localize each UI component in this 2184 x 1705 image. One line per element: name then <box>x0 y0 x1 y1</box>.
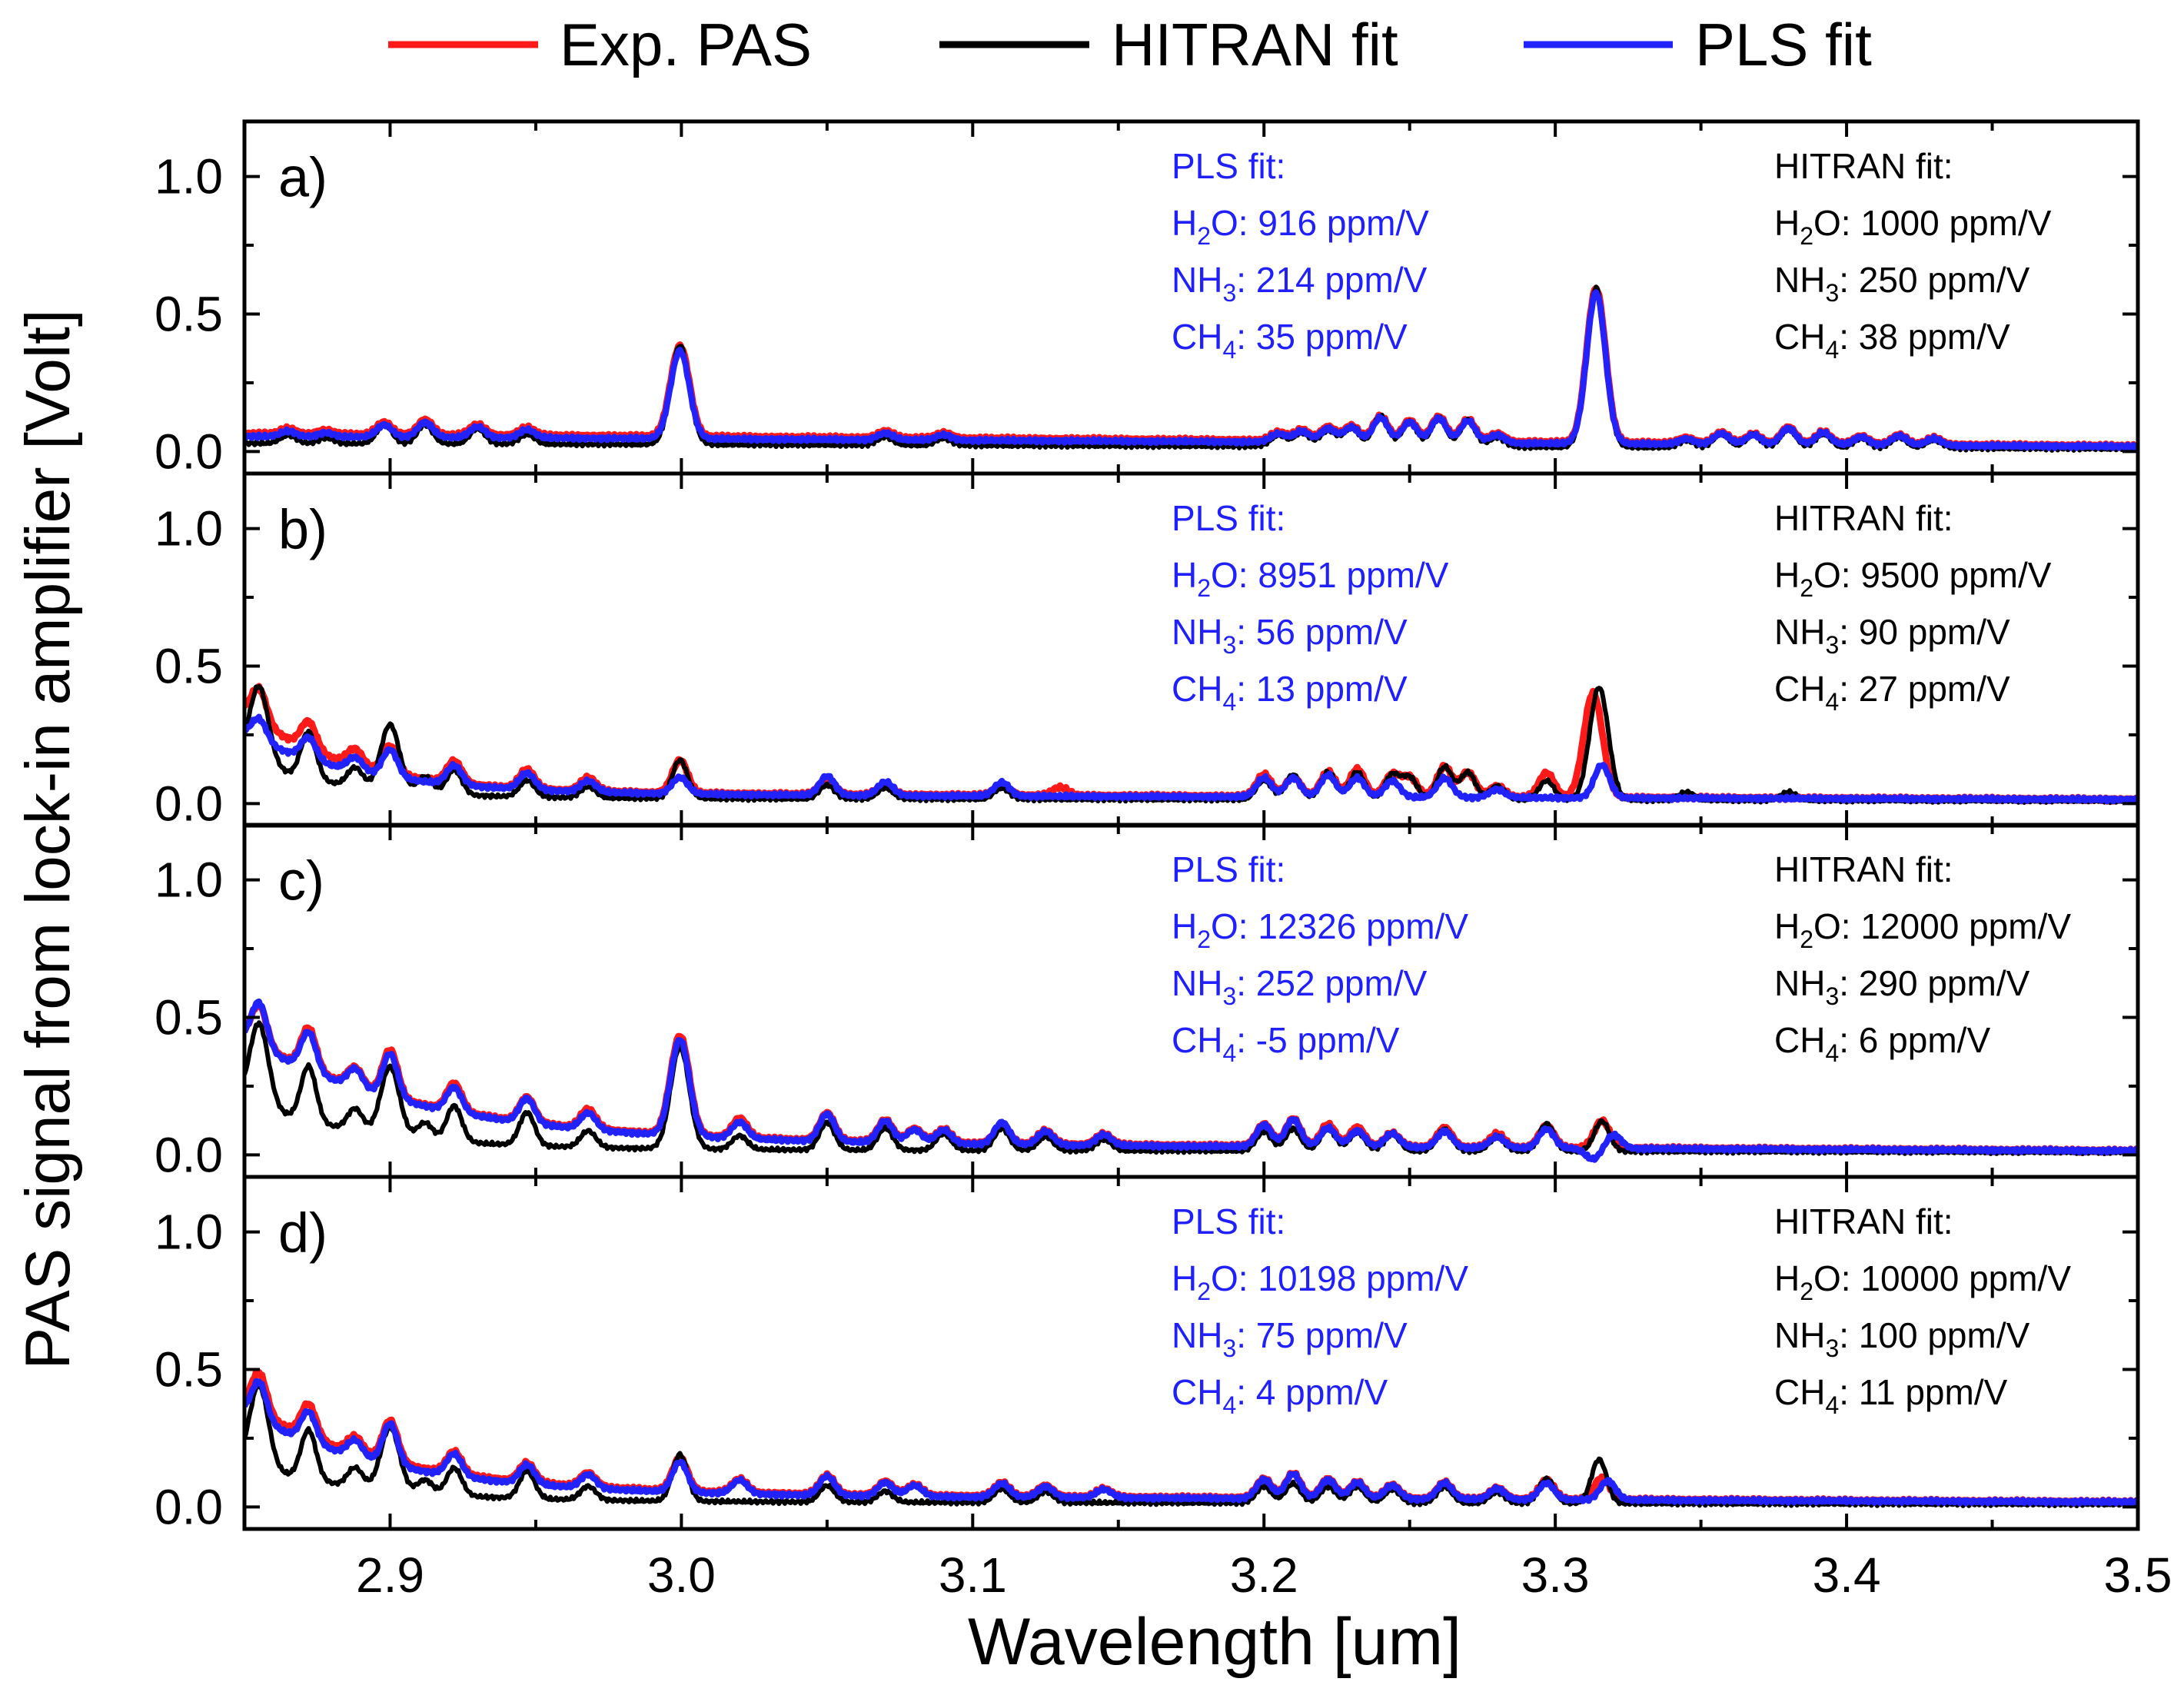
hitran-fit-annotation-row: NH3: 290 ppm/V <box>1774 963 2030 1010</box>
legend-label-exp: Exp. PAS <box>560 11 812 78</box>
series-group <box>244 284 2138 453</box>
pls-fit-annotation-row: H2O: 8951 ppm/V <box>1172 555 1449 602</box>
hitran-fit-annotation: HITRAN fit: H2O: 10000 ppm/V NH3: 100 ppm/… <box>1774 1201 2071 1419</box>
hitran-fit-annotation-row: H2O: 12000 ppm/V <box>1774 906 2071 953</box>
hitran-fit-annotation-title: HITRAN fit: <box>1774 1201 1953 1241</box>
pls-fit-annotation-title: PLS fit: <box>1172 1201 1285 1241</box>
legend-label-pls: PLS fit <box>1695 11 1872 78</box>
x-tick-label: 3.3 <box>1521 1547 1590 1603</box>
pls-fit-annotation-row: H2O: 12326 ppm/V <box>1172 906 1468 953</box>
panel-label: d) <box>278 1203 327 1265</box>
x-tick-label: 3.5 <box>2104 1547 2172 1603</box>
pls-fit-annotation: PLS fit: H2O: 12326 ppm/V NH3: 252 ppm/V CH… <box>1172 849 1468 1067</box>
hitran-fit-annotation-title: HITRAN fit: <box>1774 146 1953 186</box>
x-tick-label: 2.9 <box>356 1547 424 1603</box>
series-group <box>244 683 2138 806</box>
y-tick-label: 0.5 <box>155 638 223 693</box>
y-axis-label: PAS signal from lock-in amplifier [Volt] <box>13 309 83 1369</box>
panel-frame <box>242 1175 2140 1531</box>
y-tick-label: 0.5 <box>155 286 223 341</box>
x-tick-label: 3.4 <box>1813 1547 1881 1603</box>
series-pls-line <box>244 713 2138 805</box>
hitran-fit-annotation-row: NH3: 90 ppm/V <box>1774 612 2010 659</box>
pls-fit-annotation-title: PLS fit: <box>1172 498 1285 538</box>
legend: Exp. PAS HITRAN fit PLS fit <box>388 11 1872 78</box>
pls-fit-annotation-row: NH3: 75 ppm/V <box>1172 1315 1408 1362</box>
pls-fit-annotation: PLS fit: H2O: 916 ppm/V NH3: 214 ppm/V CH4:… <box>1172 146 1429 364</box>
hitran-fit-annotation: HITRAN fit: H2O: 9500 ppm/V NH3: 90 ppm/V C… <box>1774 498 2052 716</box>
x-tick-label: 3.2 <box>1230 1547 1298 1603</box>
panel-label: a) <box>278 148 327 209</box>
pls-fit-annotation-row: CH4: 4 ppm/V <box>1172 1372 1388 1419</box>
y-tick-label: 0.5 <box>155 989 223 1045</box>
series-pls-line <box>244 289 2138 452</box>
pls-fit-annotation-row: H2O: 10198 ppm/V <box>1172 1258 1468 1305</box>
hitran-fit-annotation-row: CH4: 11 ppm/V <box>1774 1372 2008 1419</box>
pls-fit-annotation-row: CH4: 13 ppm/V <box>1172 669 1408 716</box>
panel-label: b) <box>278 500 327 561</box>
hitran-fit-annotation-row: CH4: 6 ppm/V <box>1774 1020 1990 1067</box>
pls-fit-annotation-row: CH4: 35 ppm/V <box>1172 317 1408 364</box>
y-tick-label: 1.0 <box>155 852 223 908</box>
panel-d: 0.0 0.5 1.0 d) PLS fit: H2O: 10198 ppm/V NH3: … <box>155 1175 2140 1534</box>
pls-fit-annotation-title: PLS fit: <box>1172 849 1285 889</box>
hitran-fit-annotation: HITRAN fit: H2O: 1000 ppm/V NH3: 250 ppm/V… <box>1774 146 2052 364</box>
panel-c: 0.0 0.5 1.0 c) PLS fit: H2O: 12326 ppm/V NH3: … <box>155 823 2140 1182</box>
y-tick-label: 0.0 <box>155 1127 223 1182</box>
x-axis-ticklabels: 2.9 3.0 3.1 3.2 3.3 3.4 3.5 <box>356 1547 2172 1603</box>
y-tick-label: 1.0 <box>155 1205 223 1260</box>
y-tick-label: 0.0 <box>155 776 223 831</box>
series-pls-line <box>244 998 2138 1163</box>
y-tick-label: 1.0 <box>155 501 223 557</box>
pls-fit-annotation: PLS fit: H2O: 8951 ppm/V NH3: 56 ppm/V CH4:… <box>1172 498 1449 716</box>
pls-fit-annotation-row: NH3: 214 ppm/V <box>1172 260 1428 307</box>
series-pls-line <box>244 1378 2138 1507</box>
hitran-fit-annotation: HITRAN fit: H2O: 12000 ppm/V NH3: 290 ppm/… <box>1774 849 2071 1067</box>
pls-fit-annotation-row: NH3: 56 ppm/V <box>1172 612 1408 659</box>
hitran-fit-annotation-title: HITRAN fit: <box>1774 849 1953 889</box>
y-tick-label: 0.0 <box>155 424 223 479</box>
pls-fit-annotation: PLS fit: H2O: 10198 ppm/V NH3: 75 ppm/V CH4… <box>1172 1201 1468 1419</box>
legend-label-hitran: HITRAN fit <box>1112 11 1398 78</box>
hitran-fit-annotation-row: H2O: 10000 ppm/V <box>1774 1258 2071 1305</box>
series-group <box>244 1368 2138 1509</box>
panel-label: c) <box>278 851 324 912</box>
hitran-fit-annotation-title: HITRAN fit: <box>1774 498 1953 538</box>
panels: 0.0 0.5 1.0 a) PLS fit: H2O: 916 ppm/V NH3: 21… <box>155 119 2140 1534</box>
hitran-fit-annotation-row: H2O: 9500 ppm/V <box>1774 555 2052 602</box>
y-tick-label: 0.5 <box>155 1341 223 1397</box>
x-tick-label: 3.0 <box>647 1547 716 1603</box>
hitran-fit-annotation-row: CH4: 38 ppm/V <box>1774 317 2010 364</box>
hitran-fit-annotation-row: NH3: 100 ppm/V <box>1774 1315 2030 1362</box>
x-tick-label: 3.1 <box>939 1547 1007 1603</box>
pls-fit-annotation-row: H2O: 916 ppm/V <box>1172 203 1429 250</box>
y-tick-label: 0.0 <box>155 1479 223 1534</box>
hitran-fit-annotation-row: H2O: 1000 ppm/V <box>1774 203 2052 250</box>
pls-fit-annotation-row: NH3: 252 ppm/V <box>1172 963 1428 1010</box>
x-axis-label: Wavelength [um] <box>968 1605 1461 1679</box>
hitran-fit-annotation-row: NH3: 250 ppm/V <box>1774 260 2030 307</box>
y-tick-label: 1.0 <box>155 149 223 204</box>
pls-fit-annotation-title: PLS fit: <box>1172 146 1285 186</box>
series-group <box>244 998 2138 1163</box>
pls-fit-annotation-row: CH4: -5 ppm/V <box>1172 1020 1400 1067</box>
panel-a: 0.0 0.5 1.0 a) PLS fit: H2O: 916 ppm/V NH3: 21… <box>155 119 2140 479</box>
hitran-fit-annotation-row: CH4: 27 ppm/V <box>1774 669 2010 716</box>
